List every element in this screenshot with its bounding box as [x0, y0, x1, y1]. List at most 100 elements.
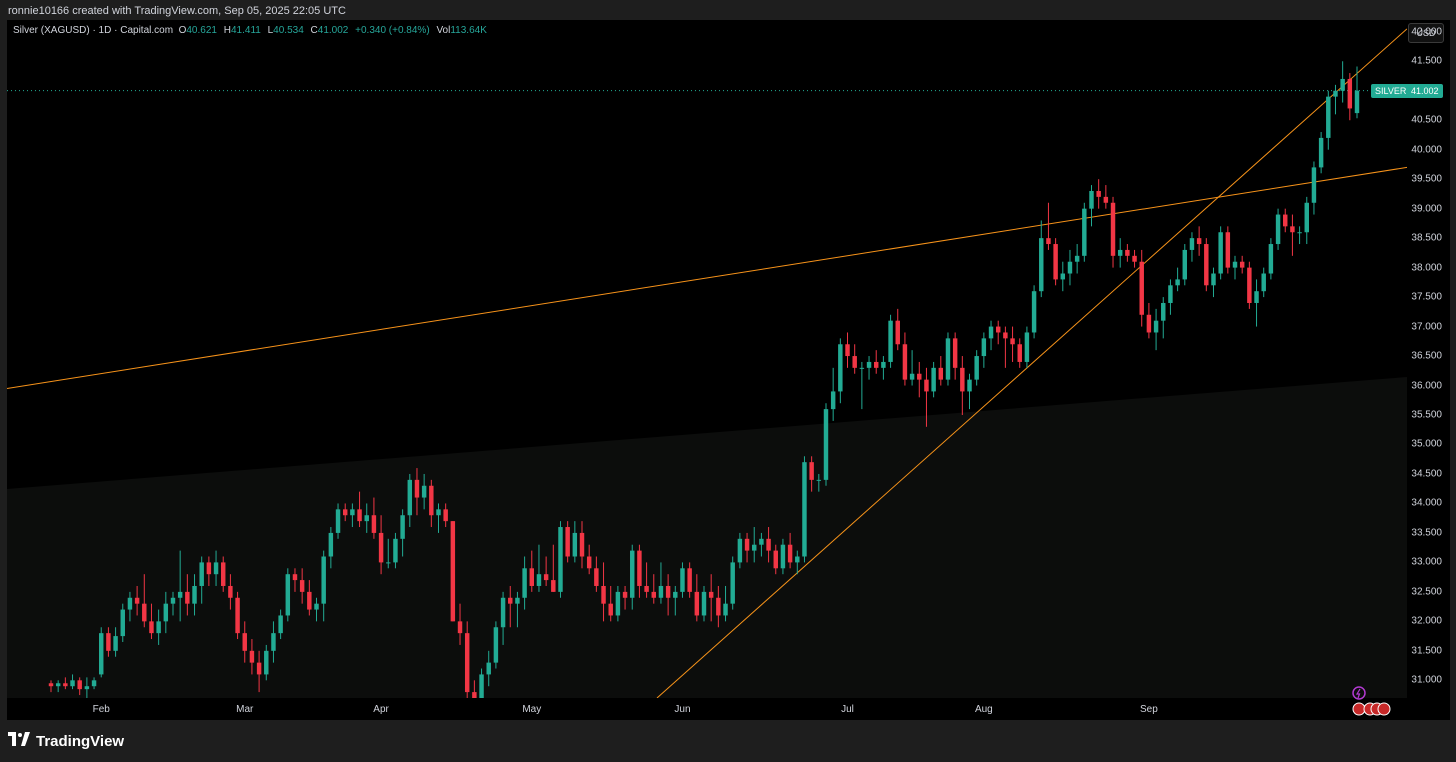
upper-resistance-trendline[interactable]	[7, 166, 1407, 389]
candle[interactable]	[1146, 302, 1152, 339]
price-axis[interactable]: 42.00041.50041.00040.50040.00039.50039.0…	[1407, 20, 1450, 720]
candle[interactable]	[1189, 232, 1195, 262]
candle[interactable]	[84, 677, 90, 698]
candle[interactable]	[55, 680, 61, 693]
candlestick-chart[interactable]	[7, 20, 1407, 698]
candle[interactable]	[199, 556, 204, 604]
candle[interactable]	[1211, 267, 1216, 298]
candle[interactable]	[651, 574, 656, 604]
candle[interactable]	[48, 680, 54, 693]
candle[interactable]	[235, 591, 240, 640]
candle[interactable]	[192, 574, 197, 616]
candle[interactable]	[852, 344, 857, 374]
candle[interactable]	[1161, 297, 1166, 339]
candle[interactable]	[1017, 338, 1022, 368]
candle[interactable]	[1311, 161, 1317, 215]
candle[interactable]	[1103, 185, 1109, 209]
candle[interactable]	[1067, 249, 1073, 286]
candle[interactable]	[1125, 244, 1130, 262]
plot-area[interactable]	[7, 20, 1407, 698]
candle[interactable]	[77, 677, 82, 696]
candle[interactable]	[673, 585, 678, 616]
candle[interactable]	[823, 403, 829, 486]
candle[interactable]	[909, 350, 915, 386]
candle[interactable]	[328, 527, 334, 569]
candle[interactable]	[630, 544, 635, 610]
candle[interactable]	[414, 468, 420, 516]
candle[interactable]	[644, 562, 649, 598]
candle[interactable]	[1261, 267, 1266, 298]
candle[interactable]	[759, 532, 764, 557]
candle[interactable]	[551, 544, 556, 592]
candle[interactable]	[995, 320, 1001, 345]
candle[interactable]	[1039, 220, 1044, 298]
candle[interactable]	[508, 585, 513, 628]
candle[interactable]	[529, 550, 535, 592]
candle[interactable]	[924, 367, 929, 427]
time-axis[interactable]: Feb Mar Apr May Jun Jul Aug Sep	[7, 698, 1407, 720]
candle[interactable]	[665, 574, 671, 616]
candle[interactable]	[106, 627, 111, 657]
candle[interactable]	[981, 332, 987, 368]
candle[interactable]	[1204, 238, 1209, 292]
candle[interactable]	[1297, 226, 1302, 245]
candle[interactable]	[1117, 238, 1123, 268]
candle[interactable]	[873, 350, 879, 374]
candle[interactable]	[350, 503, 355, 528]
candle[interactable]	[838, 338, 843, 404]
candle[interactable]	[1268, 238, 1274, 280]
candle[interactable]	[1132, 249, 1137, 268]
candle[interactable]	[830, 367, 836, 421]
candle[interactable]	[1046, 202, 1051, 250]
candle[interactable]	[737, 532, 743, 569]
candle[interactable]	[429, 479, 434, 528]
candle[interactable]	[795, 550, 800, 575]
candle[interactable]	[1232, 255, 1238, 280]
candle[interactable]	[472, 680, 477, 698]
candle[interactable]	[342, 503, 348, 522]
candle[interactable]	[773, 544, 778, 575]
candle[interactable]	[931, 361, 936, 398]
candle[interactable]	[723, 585, 728, 622]
candle[interactable]	[881, 356, 886, 380]
candle[interactable]	[622, 585, 628, 610]
candle[interactable]	[730, 556, 735, 610]
candle[interactable]	[1182, 244, 1188, 286]
candle[interactable]	[694, 574, 700, 622]
candle[interactable]	[615, 585, 621, 622]
candle[interactable]	[974, 350, 979, 386]
candle[interactable]	[321, 550, 326, 622]
candle[interactable]	[687, 562, 692, 598]
candle[interactable]	[708, 574, 714, 622]
candle[interactable]	[185, 574, 190, 616]
chart-frame[interactable]: Silver (XAGUSD) · 1D · Capital.com O40.6…	[7, 20, 1450, 720]
candle[interactable]	[579, 521, 585, 569]
candle[interactable]	[170, 591, 176, 616]
candle[interactable]	[565, 521, 570, 563]
candle[interactable]	[443, 503, 448, 528]
candle[interactable]	[163, 591, 169, 634]
candle[interactable]	[1218, 226, 1223, 280]
candle[interactable]	[371, 497, 377, 539]
candle[interactable]	[701, 585, 707, 622]
candle[interactable]	[307, 580, 312, 616]
candle[interactable]	[264, 644, 269, 681]
candle[interactable]	[752, 527, 757, 563]
candle[interactable]	[945, 332, 951, 386]
support-trendline[interactable]	[656, 28, 1407, 698]
candle[interactable]	[1175, 267, 1180, 292]
candle[interactable]	[1074, 244, 1080, 274]
candle[interactable]	[1254, 279, 1259, 327]
candle[interactable]	[1247, 261, 1252, 309]
candle[interactable]	[1003, 326, 1008, 368]
candle[interactable]	[809, 456, 814, 492]
candle[interactable]	[113, 627, 118, 657]
candle[interactable]	[1318, 132, 1324, 174]
candle[interactable]	[572, 521, 578, 563]
candle[interactable]	[658, 562, 664, 604]
candle[interactable]	[888, 314, 893, 368]
candle[interactable]	[1168, 279, 1173, 315]
candle[interactable]	[242, 621, 247, 663]
candle[interactable]	[314, 597, 319, 622]
candle[interactable]	[1283, 208, 1288, 233]
